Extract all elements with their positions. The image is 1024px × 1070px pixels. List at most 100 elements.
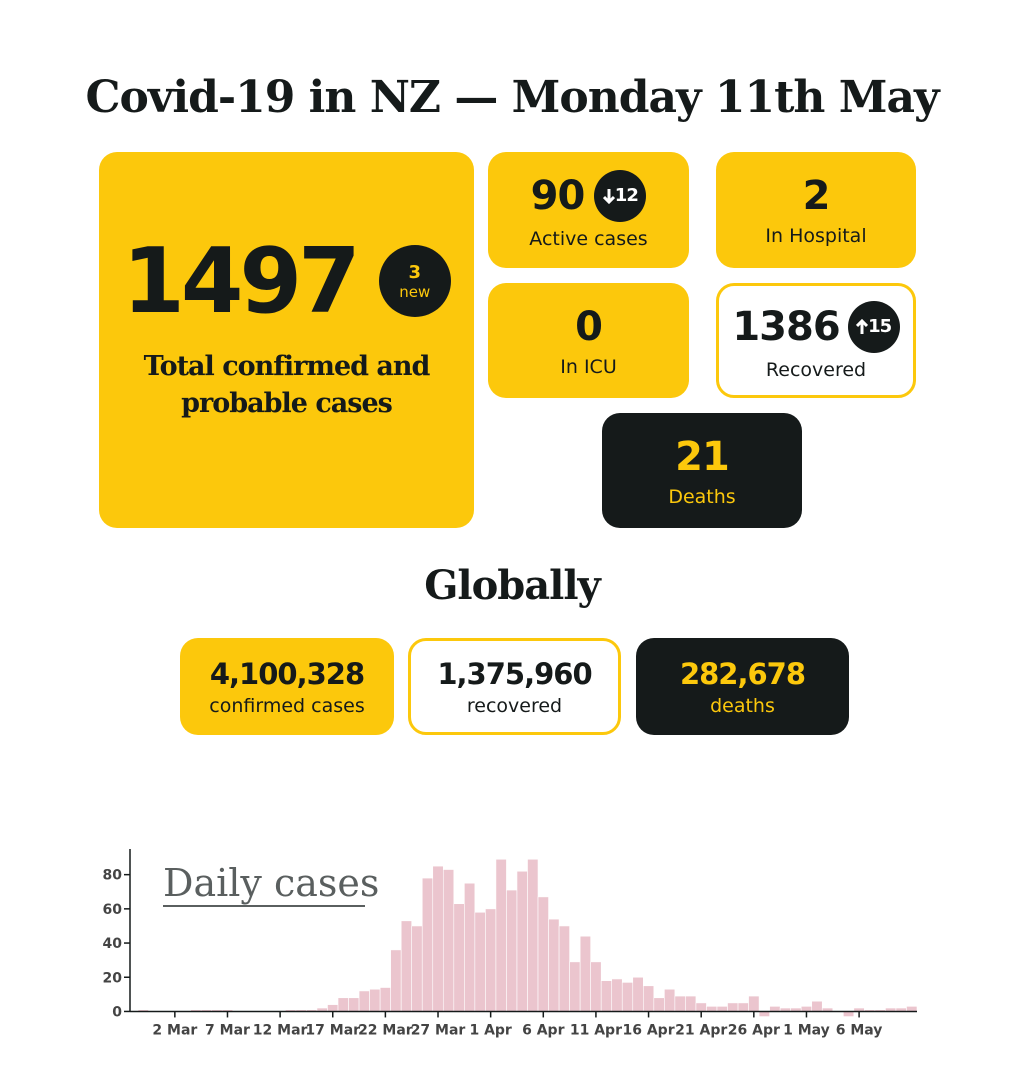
y-tick-label: 20 <box>103 970 123 986</box>
bar <box>516 870 528 1012</box>
total-label: Total confirmed and probable cases <box>143 350 431 419</box>
x-tick-label: 7 Mar <box>205 1022 250 1038</box>
recovered-card: 1386 15 Recovered <box>716 283 916 398</box>
x-tick-label: 1 Apr <box>469 1022 511 1038</box>
bar <box>390 949 402 1012</box>
y-tick-label: 80 <box>103 868 123 884</box>
recovered-change-badge: 15 <box>847 300 900 353</box>
x-tick-label: 2 Mar <box>152 1022 197 1038</box>
bar <box>369 988 381 1012</box>
bar <box>537 896 549 1012</box>
hospital-label: In Hospital <box>765 225 867 247</box>
recovered-row: 1386 15 <box>732 300 900 353</box>
x-tick-label: 17 Mar <box>305 1022 360 1038</box>
global-confirmed-value: 4,100,328 <box>209 656 365 691</box>
icu-label: In ICU <box>560 355 617 378</box>
new-label: new <box>399 282 431 301</box>
global-deaths-card: 282,678 deaths <box>636 638 849 735</box>
bar <box>653 997 665 1012</box>
x-tick-label: 27 Mar <box>411 1022 466 1038</box>
y-tick-label: 0 <box>112 1004 122 1020</box>
x-tick-label: 6 May <box>836 1022 883 1038</box>
deaths-label: Deaths <box>668 485 736 508</box>
down-arrow <box>602 189 615 204</box>
bar <box>727 1002 739 1012</box>
bar <box>506 889 518 1012</box>
bar <box>716 1006 728 1012</box>
bar <box>569 961 581 1012</box>
bars <box>137 858 918 1017</box>
recovered-label: Recovered <box>765 358 867 381</box>
x-tick-label: 22 Mar <box>358 1022 413 1038</box>
new-count: 3 <box>408 261 422 283</box>
active-row: 90 12 <box>531 170 647 222</box>
bar <box>590 961 602 1012</box>
x-tick-label: 1 May <box>783 1022 830 1038</box>
global-recovered-value: 1,375,960 <box>437 656 592 691</box>
bar <box>432 865 444 1012</box>
deaths-card: 21 Deaths <box>602 413 802 528</box>
bar <box>800 1006 813 1012</box>
recovered-change: 15 <box>868 315 892 337</box>
bar <box>632 976 644 1012</box>
bar <box>411 925 423 1012</box>
global-confirmed-card: 4,100,328 confirmed cases <box>180 638 394 735</box>
bar <box>464 882 476 1012</box>
bar <box>695 1002 707 1012</box>
total-row: 1497 3 new <box>122 229 451 334</box>
active-card: 90 12 Active cases <box>488 152 689 268</box>
active-value: 90 <box>530 173 586 219</box>
bar <box>706 1006 718 1012</box>
bar <box>327 1004 339 1012</box>
bar <box>379 987 391 1012</box>
page-title: Covid-19 in NZ — Monday 11th May <box>85 72 939 123</box>
deaths-value: 21 <box>675 433 730 480</box>
bar <box>579 935 591 1012</box>
bar <box>664 988 676 1012</box>
total-value: 1497 <box>122 228 360 334</box>
bar <box>548 918 560 1012</box>
bar <box>748 995 760 1012</box>
globally-title: Globally <box>424 562 601 609</box>
bar <box>611 978 623 1012</box>
global-recovered-card: 1,375,960 recovered <box>408 638 621 735</box>
x-tick-label: 21 Apr <box>675 1022 727 1038</box>
bar <box>642 985 655 1012</box>
bar <box>811 1000 823 1012</box>
active-label: Active cases <box>529 228 648 250</box>
total-card: 1497 3 new Total confirmed and probable … <box>99 152 474 528</box>
bar <box>358 990 370 1012</box>
bar <box>474 911 486 1012</box>
up-arrow <box>856 318 869 334</box>
bar <box>600 980 613 1012</box>
new-badge: 3 new <box>378 245 451 317</box>
icu-card: 0 In ICU <box>488 283 689 398</box>
bar <box>453 903 465 1012</box>
bar <box>737 1002 749 1012</box>
bar <box>442 869 455 1012</box>
bar <box>758 1011 770 1017</box>
global-deaths-label: deaths <box>710 694 775 717</box>
hospital-card: 2 In Hospital <box>716 152 916 268</box>
icu-value: 0 <box>575 303 603 350</box>
global-recovered-label: recovered <box>466 694 563 717</box>
y-tick-label: 40 <box>103 936 123 952</box>
bar <box>843 1011 855 1017</box>
global-deaths-value: 282,678 <box>679 656 806 691</box>
bar <box>674 995 686 1012</box>
bar <box>337 997 349 1012</box>
active-change-badge: 12 <box>594 170 647 222</box>
x-tick-label: 11 Apr <box>570 1022 622 1038</box>
active-change: 12 <box>614 185 639 206</box>
hospital-value: 2 <box>802 173 831 219</box>
x-tick-label: 6 Apr <box>522 1022 564 1038</box>
bar <box>558 925 570 1012</box>
x-tick-label: 16 Apr <box>622 1022 674 1038</box>
x-tick-label: 26 Apr <box>728 1022 780 1038</box>
bar <box>527 858 539 1012</box>
bar <box>421 877 434 1012</box>
bar <box>906 1006 918 1012</box>
bar <box>685 995 697 1012</box>
